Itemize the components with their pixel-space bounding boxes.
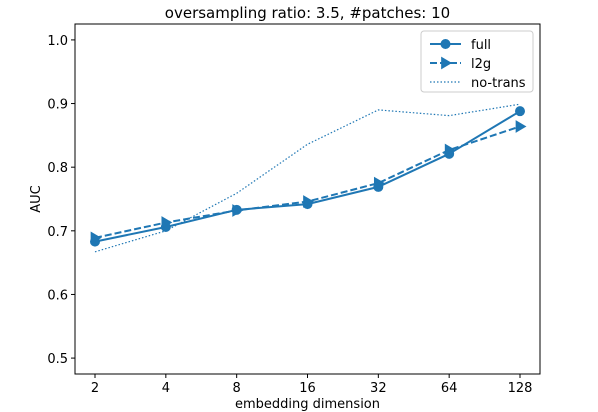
- data-point-l2g: [232, 204, 244, 217]
- y-axis-title: AUC: [29, 185, 44, 213]
- legend-label: full: [471, 38, 491, 53]
- data-point-l2g: [515, 120, 527, 133]
- data-point-l2g: [373, 176, 385, 190]
- x-tick-label: 2: [91, 381, 99, 396]
- x-tick-label: 128: [508, 381, 533, 396]
- legend-marker: [440, 39, 451, 49]
- y-axis: 0.5 0.6 0.7 0.8 0.9 1.0: [47, 34, 75, 367]
- x-tick-label: 8: [233, 381, 241, 396]
- legend-item-l2g: l2g: [430, 56, 491, 72]
- series-line-no-trans: [94, 103, 521, 253]
- y-tick-label: 0.6: [47, 288, 68, 303]
- y-tick-label: 0.5: [47, 352, 68, 367]
- chart-title: oversampling ratio: 3.5, #patches: 10: [165, 4, 450, 22]
- legend-item-no-trans: no-trans: [430, 76, 526, 91]
- data-point-l2g: [303, 195, 314, 208]
- legend-item-full: full: [430, 38, 491, 53]
- plot-area: [90, 103, 527, 253]
- legend-marker: [441, 56, 452, 70]
- legend-label: no-trans: [471, 76, 526, 91]
- x-tick-label: 64: [441, 381, 458, 396]
- data-point-l2g: [444, 143, 456, 157]
- y-tick-label: 0.7: [47, 225, 68, 240]
- data-point-l2g: [161, 216, 173, 229]
- y-tick-label: 0.9: [47, 98, 68, 113]
- legend-label: l2g: [471, 57, 491, 72]
- y-tick-label: 1.0: [47, 34, 68, 49]
- x-tick-label: 32: [370, 381, 387, 396]
- legend: full l2g no-trans: [420, 30, 534, 93]
- x-axis: 2 4 8 16 32 64 128: [91, 374, 533, 396]
- x-axis-title: embedding dimension: [235, 397, 380, 412]
- data-point-l2g: [90, 231, 102, 245]
- series-l2g: [90, 120, 527, 245]
- x-tick-label: 16: [299, 381, 316, 396]
- x-tick-label: 4: [162, 381, 170, 396]
- y-tick-label: 0.8: [47, 161, 68, 176]
- series-no-trans: [94, 103, 521, 253]
- data-point-full: [515, 106, 525, 117]
